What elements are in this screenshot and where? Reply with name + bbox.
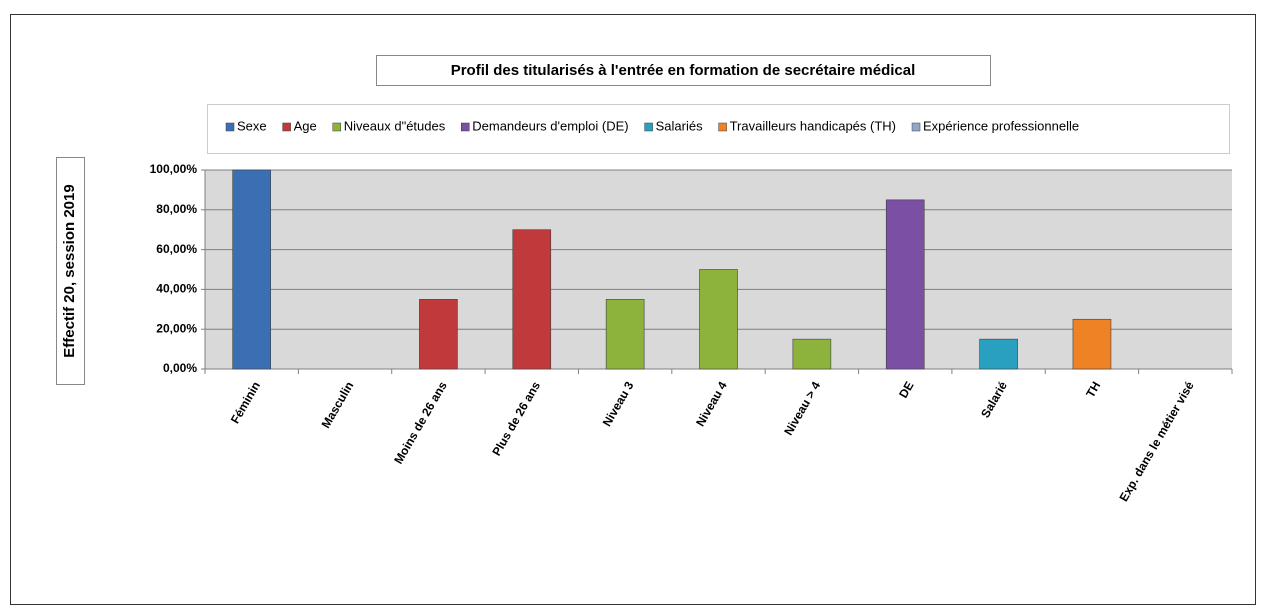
- bar: [232, 169, 271, 370]
- legend-swatch: [644, 122, 653, 132]
- bar: [885, 199, 925, 370]
- legend-swatch: [718, 122, 727, 132]
- legend-label: Niveaux d"études: [344, 118, 446, 133]
- bar: [792, 338, 832, 370]
- y-tick-label: 100,00%: [150, 162, 198, 176]
- legend-swatch: [911, 122, 921, 132]
- bar: [1072, 318, 1112, 370]
- x-tick-label: TH: [1083, 379, 1103, 400]
- y-tick-label: 20,00%: [156, 321, 197, 335]
- y-label-box: [56, 157, 85, 385]
- y-tick-label: 60,00%: [156, 242, 197, 256]
- legend-label: Expérience professionnelle: [923, 118, 1079, 133]
- legend-label: Age: [294, 118, 317, 133]
- y-tick-label: 40,00%: [156, 282, 197, 296]
- bar: [699, 269, 738, 370]
- legend-swatch: [282, 122, 291, 132]
- legend-swatch: [225, 122, 235, 132]
- y-tick-label: 0,00%: [163, 361, 197, 375]
- y-axis-label: Effectif 20, session 2019: [61, 184, 78, 357]
- legend-label: Demandeurs d'emploi (DE): [472, 118, 628, 133]
- legend-label: Travailleurs handicapés (TH): [730, 118, 896, 133]
- y-tick-label: 80,00%: [156, 202, 197, 216]
- legend-swatch: [332, 122, 342, 132]
- legend-swatch: [461, 122, 470, 132]
- bar: [605, 299, 645, 370]
- legend-label: Sexe: [237, 118, 267, 133]
- bar: [979, 338, 1018, 370]
- chart-title: Profil des titularisés à l'entrée en for…: [451, 62, 916, 79]
- title-box: [376, 55, 991, 86]
- bar: [419, 299, 458, 370]
- legend-label: Salariés: [656, 118, 703, 133]
- bar: [512, 229, 552, 370]
